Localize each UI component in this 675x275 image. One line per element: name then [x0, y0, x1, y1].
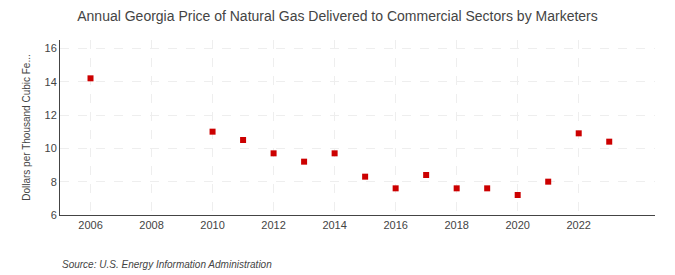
svg-text:2018: 2018 — [444, 219, 468, 231]
svg-text:10: 10 — [45, 142, 57, 154]
svg-text:16: 16 — [45, 42, 57, 54]
svg-text:2008: 2008 — [139, 219, 163, 231]
svg-text:2006: 2006 — [78, 219, 102, 231]
svg-text:Annual Georgia Price of Natura: Annual Georgia Price of Natural Gas Deli… — [77, 8, 598, 24]
svg-text:2016: 2016 — [383, 219, 407, 231]
svg-text:6: 6 — [51, 209, 57, 221]
svg-text:2022: 2022 — [566, 219, 590, 231]
svg-text:2020: 2020 — [505, 219, 529, 231]
svg-text:8: 8 — [51, 176, 57, 188]
svg-text:2012: 2012 — [261, 219, 285, 231]
svg-text:Source: U.S. Energy Informatio: Source: U.S. Energy Information Administ… — [62, 259, 272, 270]
svg-text:14: 14 — [45, 76, 57, 88]
svg-text:12: 12 — [45, 109, 57, 121]
svg-text:2010: 2010 — [200, 219, 224, 231]
svg-text:2014: 2014 — [322, 219, 346, 231]
svg-text:Dollars per Thousand Cubic Fe.: Dollars per Thousand Cubic Fe... — [21, 54, 32, 201]
